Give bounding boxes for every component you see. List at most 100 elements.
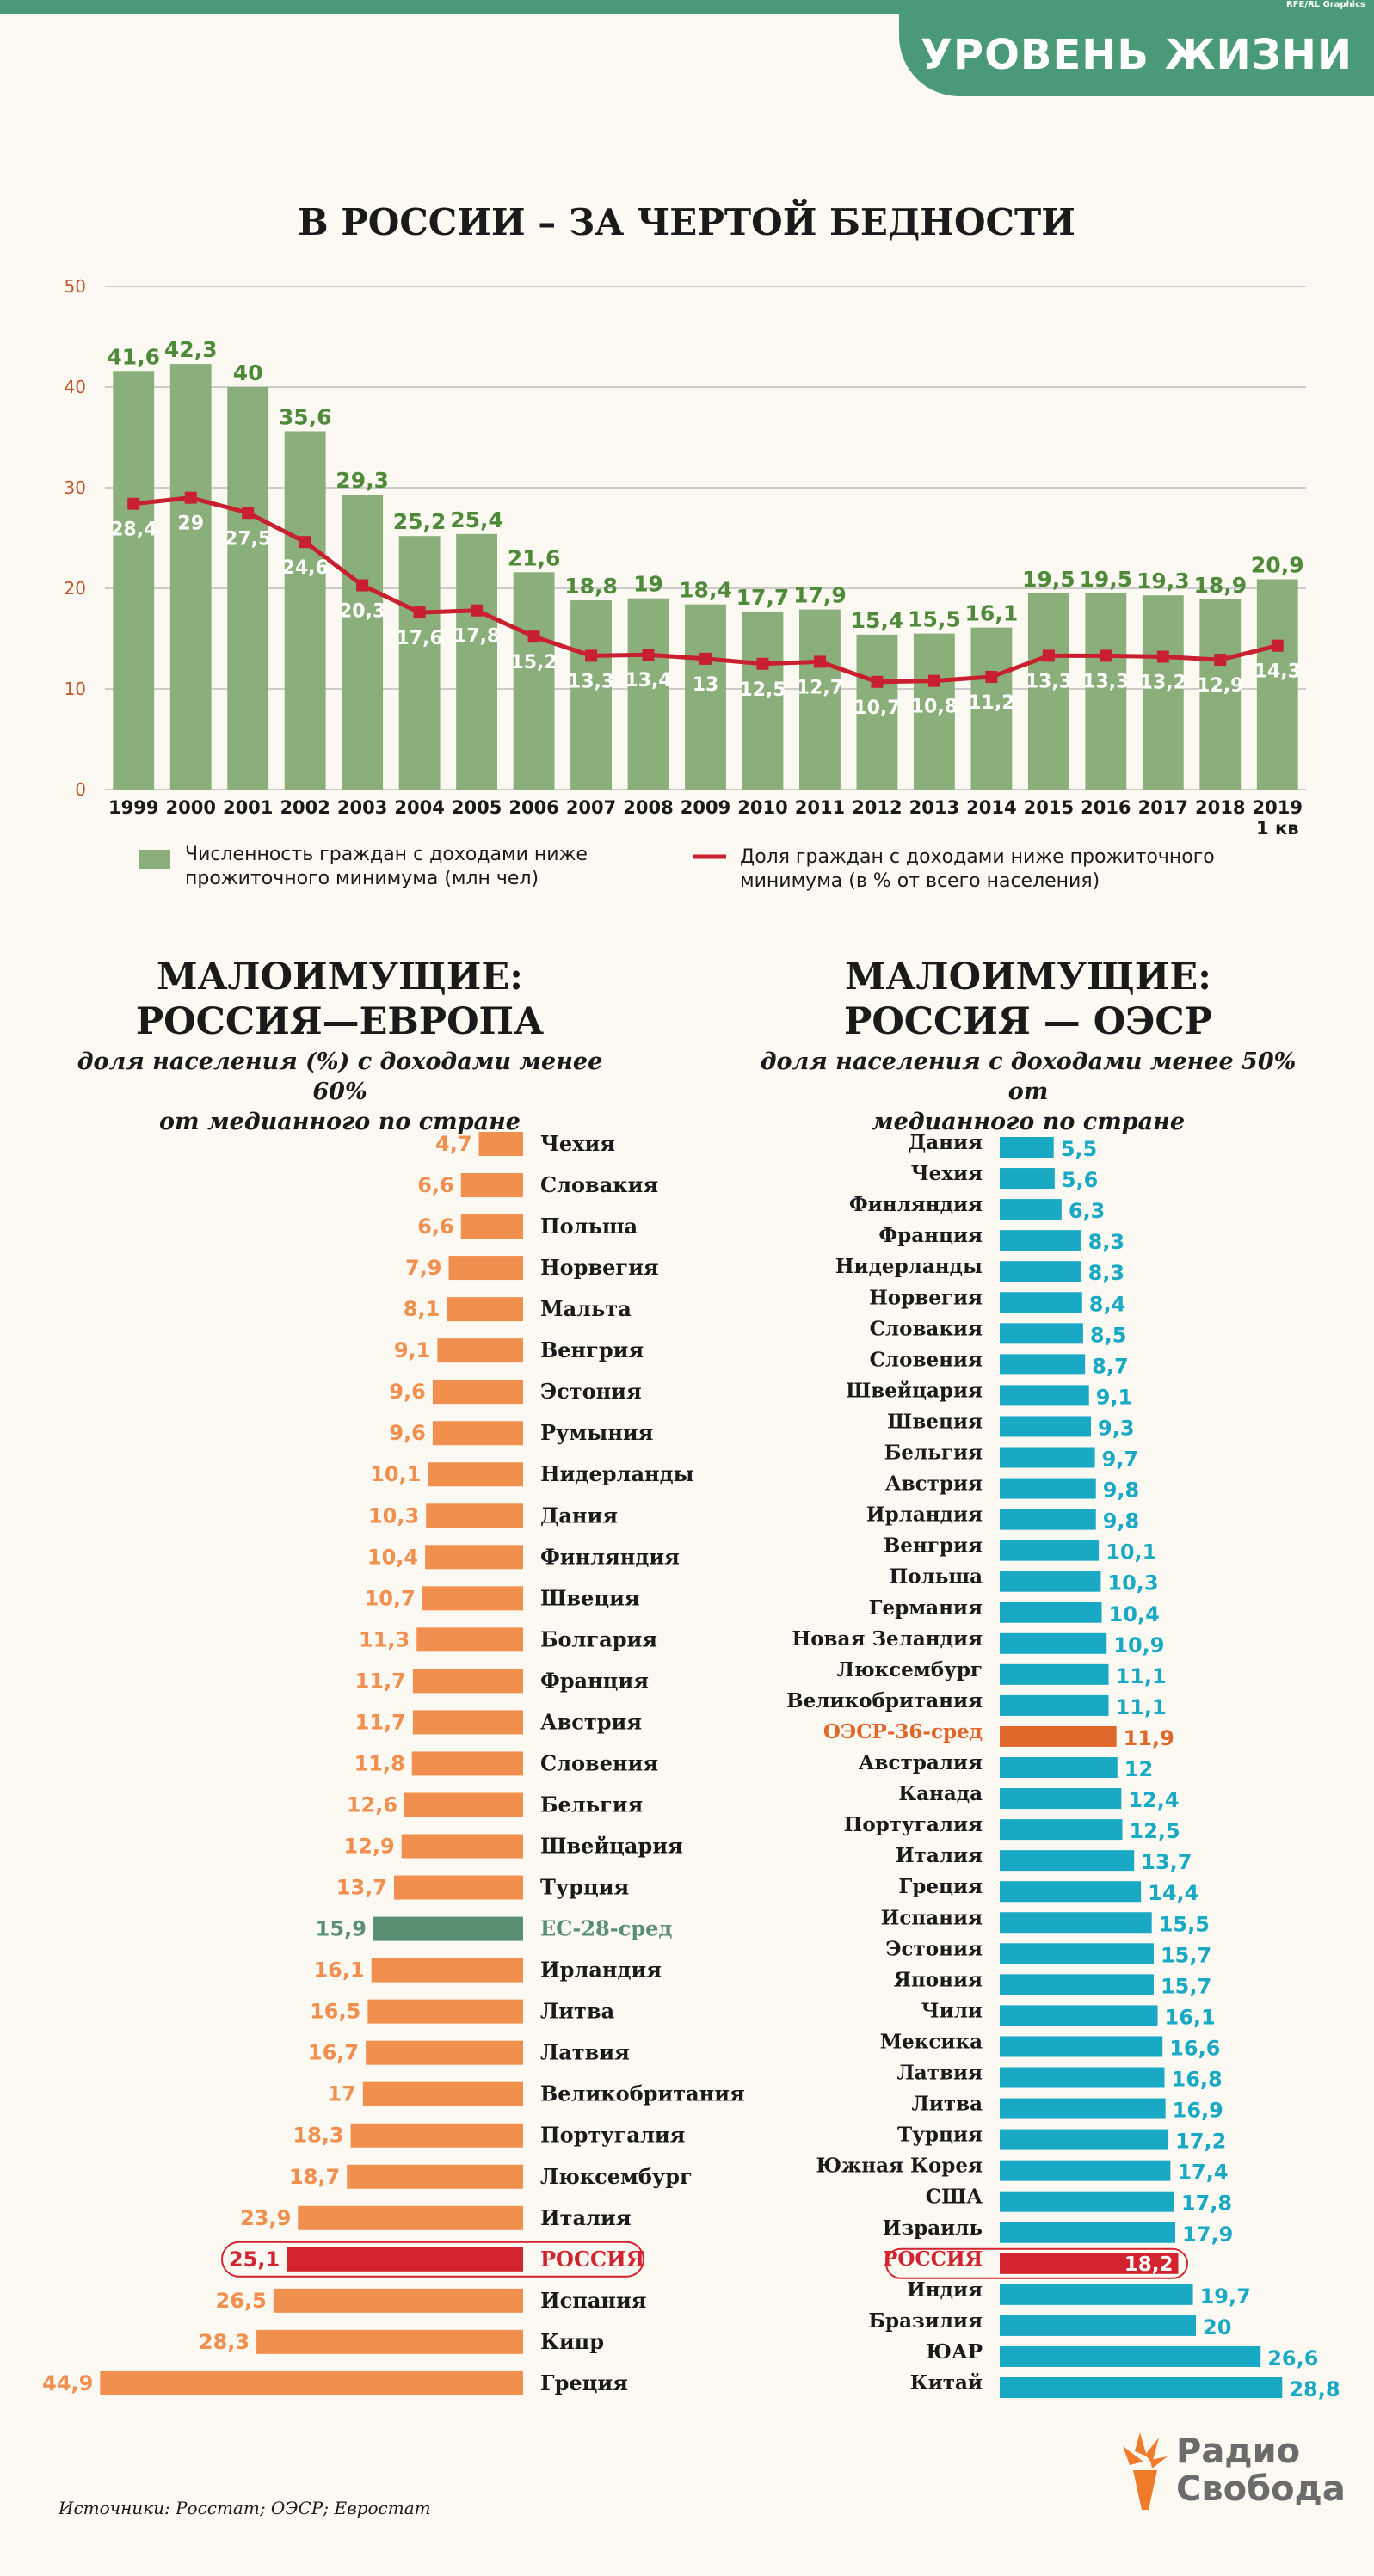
europe-value-label: 11,7 xyxy=(355,1710,406,1734)
bar-value-label: 21,6 xyxy=(508,545,561,570)
oecd-value-label: 9,8 xyxy=(1103,1479,1140,1503)
europe-bar xyxy=(416,1627,523,1652)
europe-country-label: Турция xyxy=(540,1875,629,1900)
bar-value-label: 42,3 xyxy=(164,337,218,362)
europe-country-label: Мальта xyxy=(540,1296,632,1321)
poverty-share-marker xyxy=(1156,650,1169,663)
oecd-value-label: 18,2 xyxy=(1124,2253,1174,2276)
bar-value-label: 29,3 xyxy=(336,468,389,493)
europe-country-label: Дания xyxy=(540,1503,618,1528)
bar-value-label: 25,2 xyxy=(393,509,447,534)
line-value-label: 13,3 xyxy=(1026,671,1072,692)
europe-country-label: ЕС-28-сред xyxy=(540,1916,672,1941)
oecd-value-label: 16,1 xyxy=(1165,2005,1216,2029)
poverty-count-bar xyxy=(1199,599,1242,790)
europe-value-label: 18,7 xyxy=(289,2165,340,2189)
europe-bar xyxy=(362,2081,523,2106)
oecd-value-label: 8,3 xyxy=(1088,1261,1125,1285)
oecd-bar xyxy=(1000,1540,1100,1561)
oecd-bar xyxy=(1000,1230,1081,1251)
poverty-share-marker xyxy=(527,630,540,643)
category-tag-label: УРОВЕНЬ ЖИЗНИ xyxy=(920,31,1353,79)
x-tick-label: 2001 xyxy=(223,797,273,818)
oecd-bar xyxy=(1000,1416,1092,1437)
bar-value-label: 19,5 xyxy=(1022,567,1075,592)
x-tick-label: 2007 xyxy=(566,797,616,818)
x-tick-label: 2013 xyxy=(909,797,959,818)
oecd-bar xyxy=(1000,2098,1166,2119)
europe-bar xyxy=(298,2205,523,2230)
europe-country-label: Австрия xyxy=(540,1709,642,1734)
y-tick-label: 40 xyxy=(65,377,86,397)
oecd-bar xyxy=(1000,1509,1096,1530)
poverty-count-bar xyxy=(284,431,326,790)
europe-value-label: 8,1 xyxy=(404,1297,441,1321)
line-value-label: 17,6 xyxy=(396,628,442,649)
oecd-country-label: Литва xyxy=(911,2093,983,2116)
oecd-value-label: 12,5 xyxy=(1130,1819,1180,1843)
oecd-value-label: 15,5 xyxy=(1159,1912,1210,1936)
oecd-chart-subtitle: доля населения с доходами менее 50% от м… xyxy=(740,1047,1316,1137)
poverty-count-bar xyxy=(513,572,555,790)
oecd-bar xyxy=(1000,2129,1169,2150)
bar-value-label: 17,9 xyxy=(793,583,847,608)
oecd-country-label: Бразилия xyxy=(868,2309,983,2333)
europe-value-label: 11,3 xyxy=(359,1627,410,1651)
oecd-bar xyxy=(1000,2005,1158,2026)
oecd-country-label: Венгрия xyxy=(884,1534,983,1558)
legend-line-label: Доля граждан с доходами ниже прожиточног… xyxy=(740,846,1215,868)
oecd-country-label: РОССИЯ xyxy=(883,2247,983,2271)
oecd-value-label: 12,4 xyxy=(1128,1788,1179,1812)
europe-country-label: Нидерланды xyxy=(540,1461,694,1486)
oecd-country-label: Франция xyxy=(878,1224,983,1247)
poverty-count-bar xyxy=(627,598,669,790)
oecd-title-line-1: МАЛОИМУЩИЕ: xyxy=(844,956,1212,999)
europe-value-label: 25,1 xyxy=(229,2247,280,2272)
x-tick-label-line: 2015 xyxy=(1024,797,1074,818)
europe-country-label: Болгария xyxy=(540,1626,657,1651)
oecd-value-label: 28,8 xyxy=(1289,2377,1340,2401)
x-tick-label-line: 2009 xyxy=(681,797,730,818)
oecd-title-line-2: РОССИЯ — ОЭСР xyxy=(844,1000,1212,1043)
oecd-bar xyxy=(1000,2377,1283,2398)
europe-value-label: 11,8 xyxy=(354,1751,405,1775)
x-tick-label-line: 2012 xyxy=(852,797,902,818)
oecd-bar xyxy=(1000,2253,1179,2274)
radio-svoboda-logo: Радио Свобода xyxy=(1114,2425,1346,2511)
oecd-value-label: 5,6 xyxy=(1062,1168,1099,1192)
poverty-share-marker xyxy=(413,606,426,619)
oecd-bar xyxy=(1000,1757,1118,1778)
oecd-value-label: 19,7 xyxy=(1200,2284,1251,2309)
oecd-country-label: Швеция xyxy=(887,1410,983,1433)
oecd-bar xyxy=(1000,1725,1117,1747)
oecd-country-label: Люксембург xyxy=(837,1658,983,1681)
europe-country-label: Финляндия xyxy=(540,1544,680,1569)
line-value-label: 27,5 xyxy=(225,528,271,550)
oecd-value-label: 9,3 xyxy=(1098,1416,1135,1440)
europe-bar xyxy=(401,1834,523,1859)
europe-country-label: Швеция xyxy=(540,1585,640,1610)
poverty-count-bar xyxy=(227,387,269,790)
oecd-value-label: 17,9 xyxy=(1182,2222,1233,2247)
europe-value-label: 9,6 xyxy=(389,1421,426,1445)
poverty-share-marker xyxy=(1214,654,1227,667)
oecd-bar xyxy=(1000,1819,1123,1841)
europe-country-label: Бельгия xyxy=(540,1792,643,1817)
europe-poverty-chart: 4,7 Чехия 6,6 Словакия 6,6 Польша 7,9 Норвегия 8… xyxy=(42,1131,745,2395)
line-value-label: 12,7 xyxy=(797,677,843,698)
bar-value-label: 19,3 xyxy=(1137,569,1190,593)
oecd-country-label: Словакия xyxy=(870,1317,983,1340)
oecd-value-label: 12 xyxy=(1124,1757,1153,1781)
poverty-count-bar xyxy=(742,611,784,790)
poverty-count-bar xyxy=(970,627,1013,790)
europe-country-label: Словения xyxy=(540,1750,658,1775)
europe-country-label: Испания xyxy=(540,2288,647,2313)
bar-value-label: 19,5 xyxy=(1079,567,1132,592)
oecd-value-label: 16,6 xyxy=(1169,2036,1220,2060)
oecd-bar xyxy=(1000,1478,1096,1499)
europe-bar xyxy=(350,2123,523,2148)
oecd-bar xyxy=(1000,2315,1196,2336)
oecd-bar xyxy=(1000,1602,1102,1623)
oecd-bar xyxy=(1000,1261,1081,1282)
oecd-value-label: 26,6 xyxy=(1267,2346,1318,2370)
